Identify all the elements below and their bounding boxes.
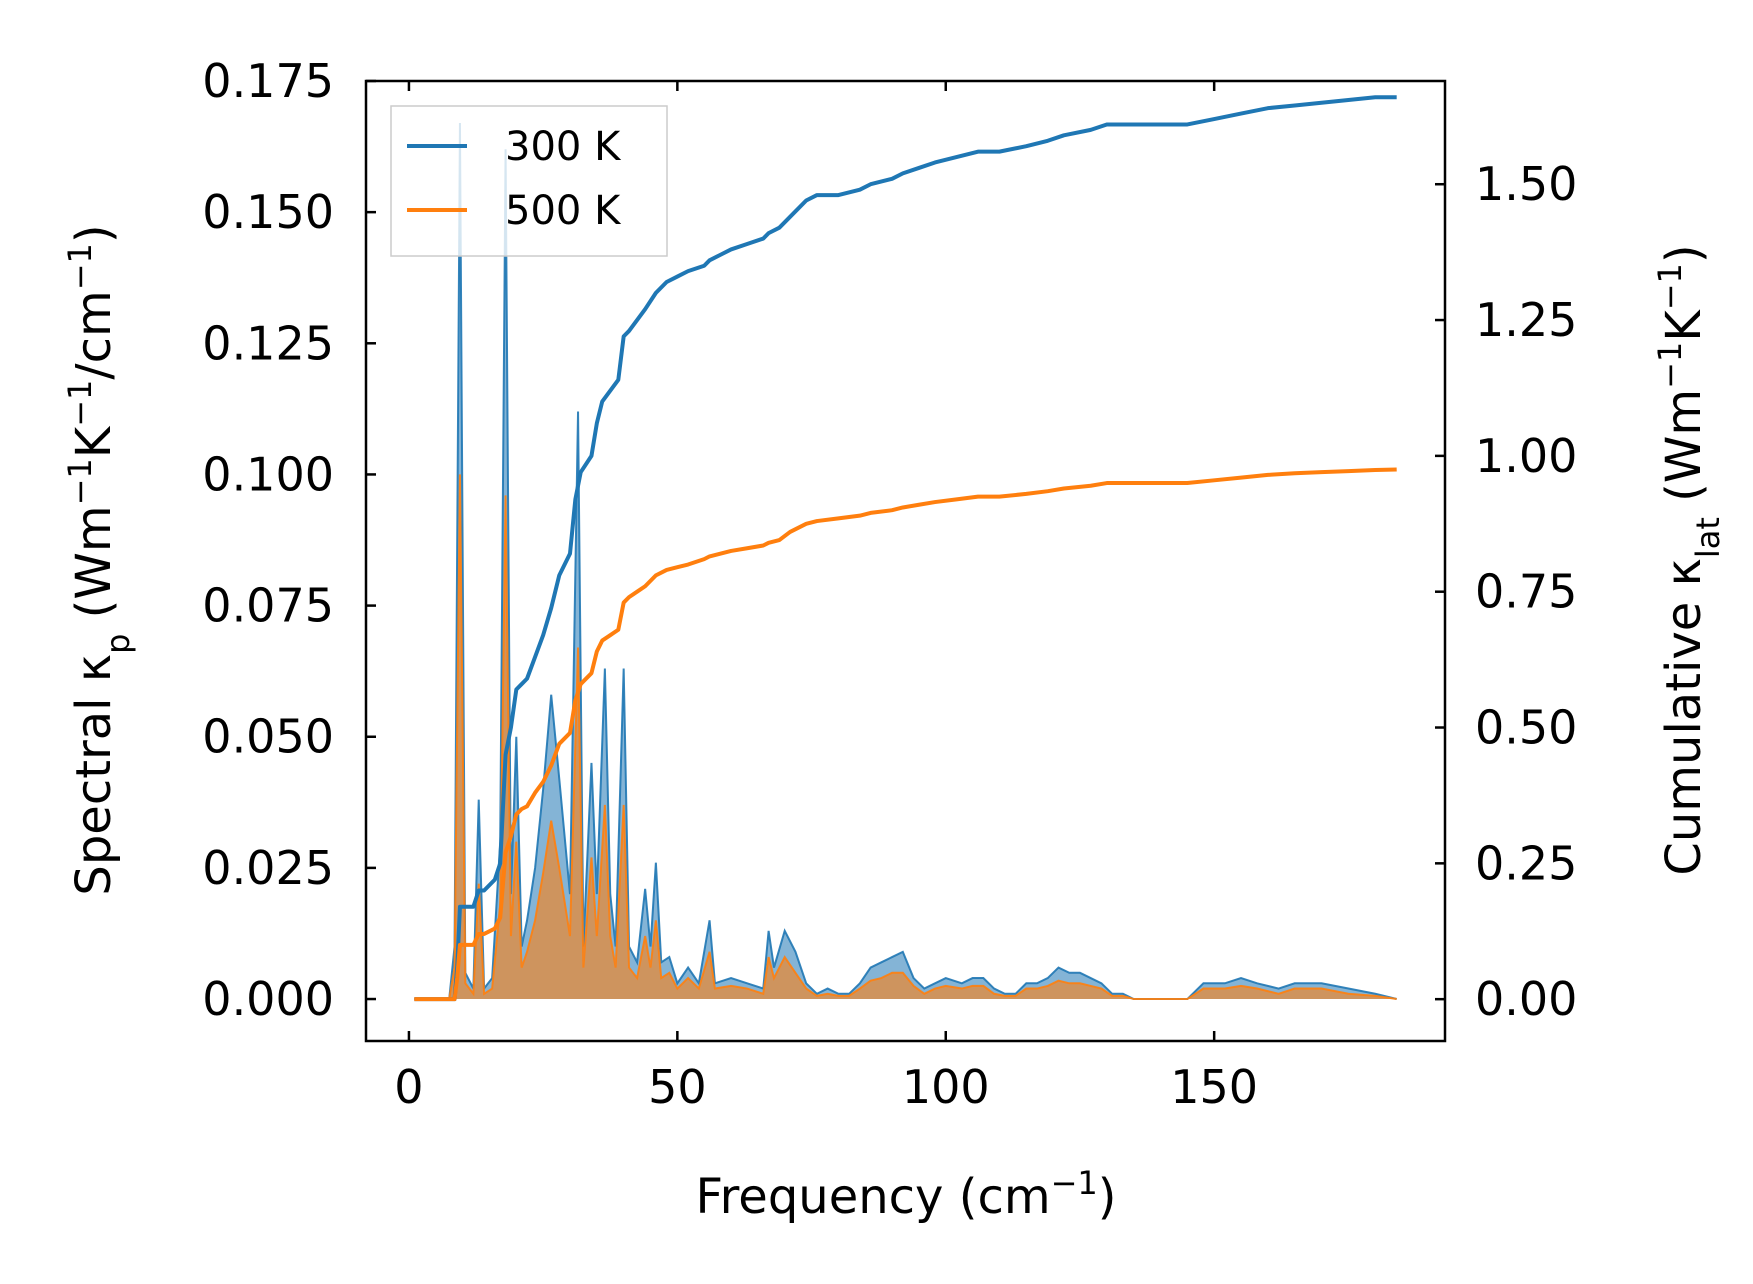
x-axis-title: Frequency (cm−1) bbox=[695, 1164, 1116, 1225]
right-y-tick-label: 1.25 bbox=[1475, 293, 1577, 347]
left-y-tick-label: 0.125 bbox=[202, 316, 334, 370]
left-y-tick-label: 0.025 bbox=[202, 841, 334, 895]
left-y-tick-label: 0.175 bbox=[202, 54, 334, 108]
left-y-tick-label: 0.075 bbox=[202, 579, 334, 633]
x-tick-label: 0 bbox=[394, 1060, 423, 1114]
right-y-tick-label: 0.75 bbox=[1475, 565, 1577, 619]
right-y-axis: 0.00 0.25 0.50 0.75 1.00 1.25 1.50 bbox=[1435, 157, 1577, 1026]
right-y-tick-label: 0.50 bbox=[1475, 701, 1577, 755]
right-y-tick-label: 0.25 bbox=[1475, 836, 1577, 890]
right-y-tick-label: 1.50 bbox=[1475, 157, 1577, 211]
cumulative-lines bbox=[414, 95, 1397, 1002]
spectral-fills bbox=[414, 122, 1397, 1001]
spectral-line-300k bbox=[414, 122, 1397, 1001]
left-y-axis: 0.000 0.025 0.050 0.075 0.100 0.125 0.150 0.175 bbox=[202, 54, 376, 1026]
left-y-tick-label: 0.000 bbox=[202, 972, 334, 1026]
right-y-axis-title: Cumulative κlat (Wm−1K−1) bbox=[1651, 244, 1727, 875]
x-axis: 0 50 100 150 bbox=[394, 81, 1258, 1114]
right-y-tick-label: 1.00 bbox=[1475, 429, 1577, 483]
spectral-line-500k bbox=[414, 474, 1397, 1001]
legend-label-500k: 500 K bbox=[505, 188, 622, 234]
x-tick-label: 100 bbox=[902, 1060, 990, 1114]
left-y-axis-title: Spectral κp (Wm−1K−1/cm−1) bbox=[61, 224, 137, 895]
cumulative-line-500k bbox=[414, 467, 1397, 1002]
x-tick-label: 150 bbox=[1170, 1060, 1258, 1114]
spectral-fill-500k bbox=[414, 474, 1397, 1000]
x-tick-label: 50 bbox=[648, 1060, 707, 1114]
left-y-tick-label: 0.150 bbox=[202, 185, 334, 239]
left-y-tick-label: 0.050 bbox=[202, 710, 334, 764]
plot-frame bbox=[364, 79, 1447, 1043]
cumulative-line-300k bbox=[414, 95, 1397, 1002]
legend: 300 K 500 K bbox=[390, 105, 668, 257]
legend-label-300k: 300 K bbox=[505, 124, 622, 170]
left-y-tick-label: 0.100 bbox=[202, 447, 334, 501]
right-y-tick-label: 0.00 bbox=[1475, 972, 1577, 1026]
legend-box bbox=[390, 105, 668, 257]
